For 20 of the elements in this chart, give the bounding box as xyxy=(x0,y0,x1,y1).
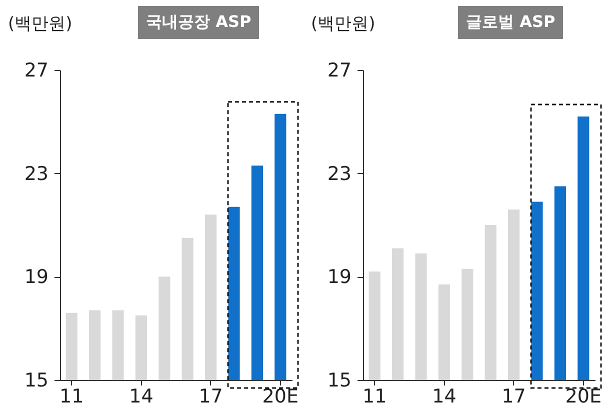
y-tick-label: 15 xyxy=(327,370,352,392)
y-tick-label: 27 xyxy=(327,60,352,82)
y-axis-title: (백만원) xyxy=(8,13,72,35)
x-tick-label: 11 xyxy=(362,386,387,408)
x-tick-label: 17 xyxy=(198,386,223,408)
y-tick-label: 23 xyxy=(24,162,48,185)
y-tick-label: 19 xyxy=(24,266,48,288)
y-tick-label: 15 xyxy=(24,370,48,392)
x-tick-label: 14 xyxy=(432,386,456,408)
x-tick-label: 20E xyxy=(565,386,602,408)
x-tick-label: 20E xyxy=(262,386,298,408)
y-tick-label: 23 xyxy=(327,162,352,185)
x-tick-label: 14 xyxy=(129,386,154,408)
y-tick-label: 27 xyxy=(24,60,48,82)
x-tick-label: 11 xyxy=(60,386,84,408)
y-axis-title: (백만원) xyxy=(311,13,376,35)
chart-title: 국내공장 ASP xyxy=(138,6,260,39)
y-tick-label: 19 xyxy=(327,266,352,288)
x-tick-label: 17 xyxy=(502,386,526,408)
chart-title: 글로벌 ASP xyxy=(458,6,564,39)
